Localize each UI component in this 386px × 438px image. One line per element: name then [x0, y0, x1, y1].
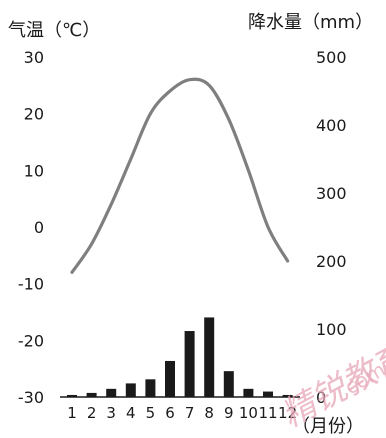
y-right-tick: 200 [316, 252, 347, 271]
y-right-tick: 100 [316, 320, 347, 339]
precipitation-bar [184, 331, 195, 397]
y-right-ticks: 500 400 300 200 100 0 [316, 48, 347, 407]
x-month-label: 2 [87, 404, 97, 422]
precipitation-bars [67, 317, 293, 397]
y-left-tick: 0 [34, 218, 44, 237]
x-month-label: 10 [239, 404, 258, 422]
temperature-line [70, 77, 290, 274]
precipitation-bar [282, 394, 293, 397]
precipitation-bar [125, 383, 136, 397]
x-month-label: 4 [126, 404, 136, 422]
x-month-label: 8 [204, 404, 214, 422]
precipitation-bar [145, 379, 156, 397]
y-left-tick: -30 [18, 388, 44, 407]
y-right-tick: 500 [316, 48, 347, 67]
precipitation-bar [86, 392, 97, 397]
precipitation-bar [165, 360, 175, 397]
x-unit-label: （月份） [292, 416, 364, 437]
precipitation-bar [223, 371, 234, 397]
y-right-tick: 0 [316, 388, 326, 407]
y-right-tick: 400 [316, 116, 347, 135]
precipitation-bar [67, 394, 77, 397]
precipitation-bar [106, 388, 117, 397]
precipitation-bar [204, 317, 215, 397]
precipitation-bar [243, 388, 254, 397]
y-right-label: 降水量（mm） [248, 12, 373, 33]
x-month-label: 11 [258, 404, 277, 422]
y-left-tick: -10 [18, 275, 44, 294]
y-left-tick: 10 [24, 161, 44, 180]
x-month-label: 1 [67, 404, 77, 422]
y-right-tick: 300 [316, 184, 347, 203]
y-left-tick: 30 [24, 48, 44, 67]
x-month-label: 6 [165, 404, 175, 422]
x-month-label: 12 [278, 404, 297, 422]
x-month-label: 3 [106, 404, 116, 422]
y-left-tick: -20 [18, 331, 44, 350]
x-month-label: 9 [224, 404, 234, 422]
x-month-label: 7 [185, 404, 195, 422]
y-left-tick: 20 [24, 105, 44, 124]
x-month-labels: 1 2 3 4 5 6 7 8 9 10 11 12 [67, 404, 297, 422]
x-month-label: 5 [146, 404, 156, 422]
y-left-ticks: 30 20 10 0 -10 -20 -30 [18, 48, 44, 407]
y-left-label: 气温（℃） [8, 20, 100, 41]
precipitation-bar [263, 391, 273, 397]
